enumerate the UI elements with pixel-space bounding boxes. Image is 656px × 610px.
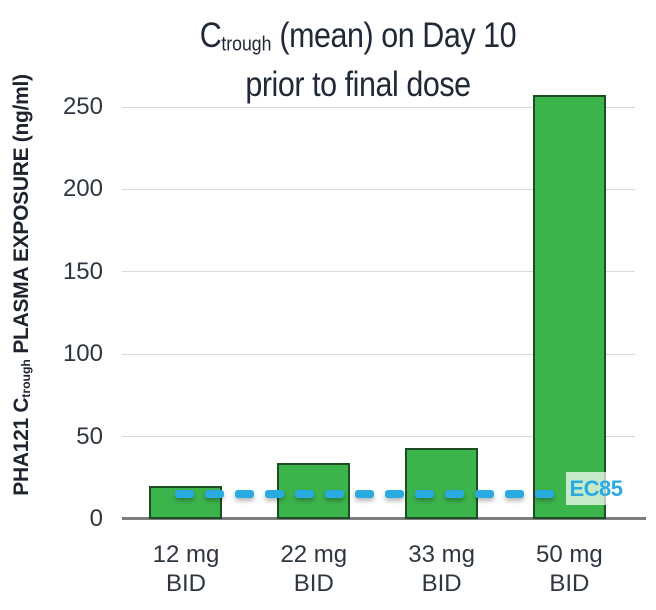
threshold-dash xyxy=(415,490,434,499)
threshold-dash xyxy=(295,490,314,499)
threshold-dash xyxy=(355,490,374,499)
threshold-dash xyxy=(235,490,254,499)
x-axis-line xyxy=(122,517,646,520)
chart-title-line1: Ctrough (mean) on Day 10 xyxy=(99,16,618,65)
gridline-150 xyxy=(122,271,635,273)
gridline-200 xyxy=(122,188,635,190)
x-tick-label-line: BID xyxy=(293,570,334,597)
y-tick-label-200: 200 xyxy=(62,175,103,203)
x-tick-label-line: 22 mg xyxy=(280,541,348,568)
threshold-dash xyxy=(265,490,284,499)
threshold-dash xyxy=(325,490,344,499)
y-tick-label-250: 250 xyxy=(62,93,103,120)
gridline-250 xyxy=(122,106,635,108)
x-tick-label-line: BID xyxy=(421,570,462,597)
x-tick-label-line: BID xyxy=(549,570,590,597)
threshold-dash xyxy=(475,490,494,499)
x-tick-label-12-mg-bid: 12 mg BID xyxy=(122,540,250,598)
bar-33-mg-bid xyxy=(405,448,478,519)
title-prefix: C xyxy=(199,16,222,55)
y-tick-label-0: 0 xyxy=(89,505,103,532)
ec85-label: EC85 xyxy=(566,472,626,505)
x-tick-label-50-mg-bid: 50 mg BID xyxy=(505,540,633,598)
y-tick-label-150: 150 xyxy=(62,257,103,285)
threshold-dash xyxy=(175,490,194,499)
threshold-dash xyxy=(505,490,524,499)
bar-50-mg-bid xyxy=(532,95,606,519)
gridline-50 xyxy=(122,436,635,438)
threshold-dash xyxy=(535,490,554,499)
x-tick-label-22-mg-bid: 22 mg BID xyxy=(250,540,378,598)
threshold-dash xyxy=(205,490,224,499)
title-subscript: trough xyxy=(221,33,272,56)
threshold-dash xyxy=(385,490,404,499)
chart-title: Ctrough (mean) on Day 10 prior to final … xyxy=(99,16,618,104)
x-tick-label-line: 50 mg xyxy=(536,541,603,568)
y-tick-label-100: 100 xyxy=(62,340,103,368)
title-rest: (mean) on Day 10 xyxy=(271,16,517,55)
x-tick-label-line: 33 mg xyxy=(408,541,475,568)
x-tick-label-line: 12 mg xyxy=(152,541,220,568)
threshold-dash xyxy=(445,490,464,499)
x-tick-label-line: BID xyxy=(165,570,206,597)
x-tick-label-33-mg-bid: 33 mg BID xyxy=(378,540,506,598)
chart-title-line2: prior to final dose xyxy=(245,64,471,104)
y-tick-label-50: 50 xyxy=(76,422,103,450)
gridline-100 xyxy=(122,353,635,355)
